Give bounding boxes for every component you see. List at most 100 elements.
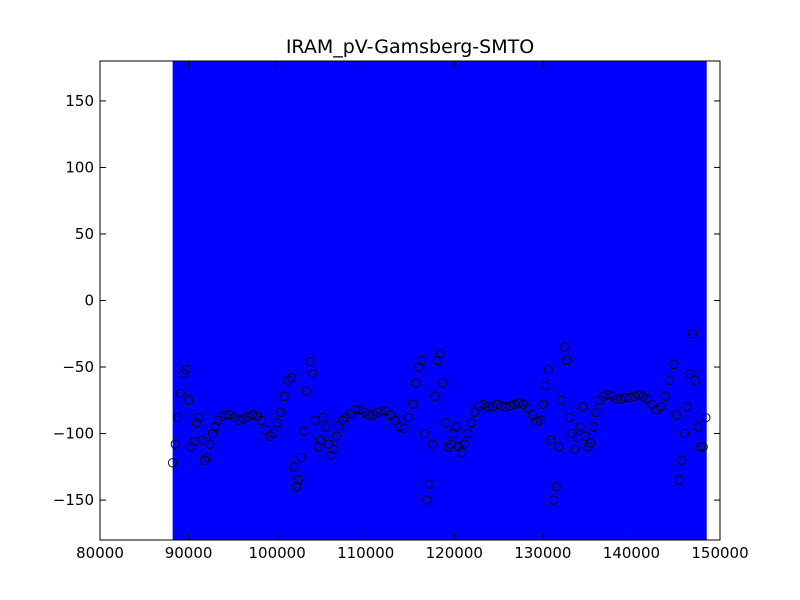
data-point: [186, 442, 196, 452]
data-point: [690, 375, 700, 385]
data-point: [296, 452, 306, 463]
chart-title: IRAM_pV-Gamsberg-SMTO: [286, 36, 534, 58]
data-point: [580, 431, 591, 441]
data-point: [272, 418, 282, 428]
data-point: [698, 442, 708, 452]
data-point: [440, 418, 451, 428]
data-point: [305, 357, 315, 367]
data-point: [664, 375, 675, 385]
data-point: [501, 402, 511, 412]
x-tick-label: 100000: [249, 544, 306, 562]
data-point: [478, 399, 489, 409]
data-point: [492, 399, 502, 409]
data-point: [256, 415, 266, 425]
data-point: [554, 442, 564, 452]
y-tick-label: −50: [62, 358, 94, 376]
data-point: [424, 479, 435, 489]
data-point: [679, 428, 690, 439]
data-point: [286, 373, 296, 383]
data-point: [247, 410, 257, 420]
data-point: [578, 402, 588, 412]
data-point: [540, 381, 551, 391]
data-point: [430, 391, 440, 401]
data-point: [359, 407, 369, 417]
data-point: [687, 329, 698, 339]
data-point: [685, 369, 695, 379]
data-point: [419, 428, 429, 439]
data-point: [483, 402, 493, 412]
data-point: [394, 422, 405, 432]
data-point: [276, 407, 286, 417]
data-point: [350, 404, 360, 415]
data-point: [701, 412, 711, 423]
scatter-markers: [167, 329, 711, 505]
data-point: [466, 418, 476, 428]
data-point: [575, 422, 585, 432]
data-point: [234, 415, 244, 425]
data-point: [399, 423, 409, 433]
data-point: [556, 395, 567, 405]
data-point: [310, 415, 320, 425]
data-point: [695, 442, 706, 452]
x-tick-label: 90000: [165, 544, 213, 562]
data-point: [191, 418, 202, 428]
data-point: [283, 375, 293, 385]
data-point: [443, 442, 453, 452]
data-point: [551, 482, 561, 492]
data-point: [205, 439, 215, 449]
data-point: [564, 412, 575, 423]
x-tick-label: 120000: [426, 544, 483, 562]
data-point: [279, 391, 289, 401]
data-point: [459, 439, 469, 449]
data-point: [422, 495, 432, 505]
data-point: [435, 349, 445, 359]
data-point: [677, 455, 687, 465]
data-point: [202, 452, 212, 463]
data-point: [416, 355, 427, 366]
data-point: [693, 422, 703, 432]
data-point: [660, 391, 670, 401]
data-point: [173, 412, 183, 423]
data-point: [390, 415, 400, 425]
data-point: [229, 412, 240, 423]
data-point: [260, 424, 271, 435]
data-point: [616, 394, 626, 404]
data-point: [167, 458, 178, 468]
data-point: [669, 359, 679, 370]
data-point: [546, 435, 556, 445]
data-point: [651, 404, 661, 415]
data-point: [543, 365, 553, 375]
y-tick-label: −150: [53, 491, 94, 509]
data-point: [438, 378, 448, 388]
data-point: [170, 439, 180, 449]
data-point: [427, 439, 437, 449]
data-point: [588, 422, 598, 432]
data-point: [548, 495, 559, 505]
data-point: [638, 391, 648, 401]
data-point: [514, 398, 524, 408]
y-tick-label: 150: [65, 92, 94, 110]
data-point: [289, 462, 299, 472]
data-point: [538, 399, 548, 409]
data-point: [509, 399, 520, 409]
data-point: [368, 410, 378, 420]
data-point: [199, 455, 210, 465]
x-tick-label: 140000: [603, 544, 660, 562]
data-point: [183, 395, 194, 405]
x-axis: 80000 90000 100000 110000 120000 130000 140000…: [76, 61, 749, 562]
data-point: [446, 439, 456, 449]
data-point: [315, 435, 326, 445]
data-point: [535, 415, 545, 425]
data-point: [586, 438, 596, 448]
data-point: [265, 431, 275, 441]
data-point: [620, 392, 630, 403]
x-tick-label: 150000: [691, 544, 748, 562]
data-point: [318, 412, 328, 423]
y-axis: −150 −100 −50 0 50 100 150: [53, 92, 720, 509]
data-point: [293, 475, 304, 485]
data-point: [307, 369, 318, 379]
data-point: [611, 394, 622, 404]
data-point: [181, 365, 191, 375]
x-tick-label: 110000: [337, 544, 394, 562]
